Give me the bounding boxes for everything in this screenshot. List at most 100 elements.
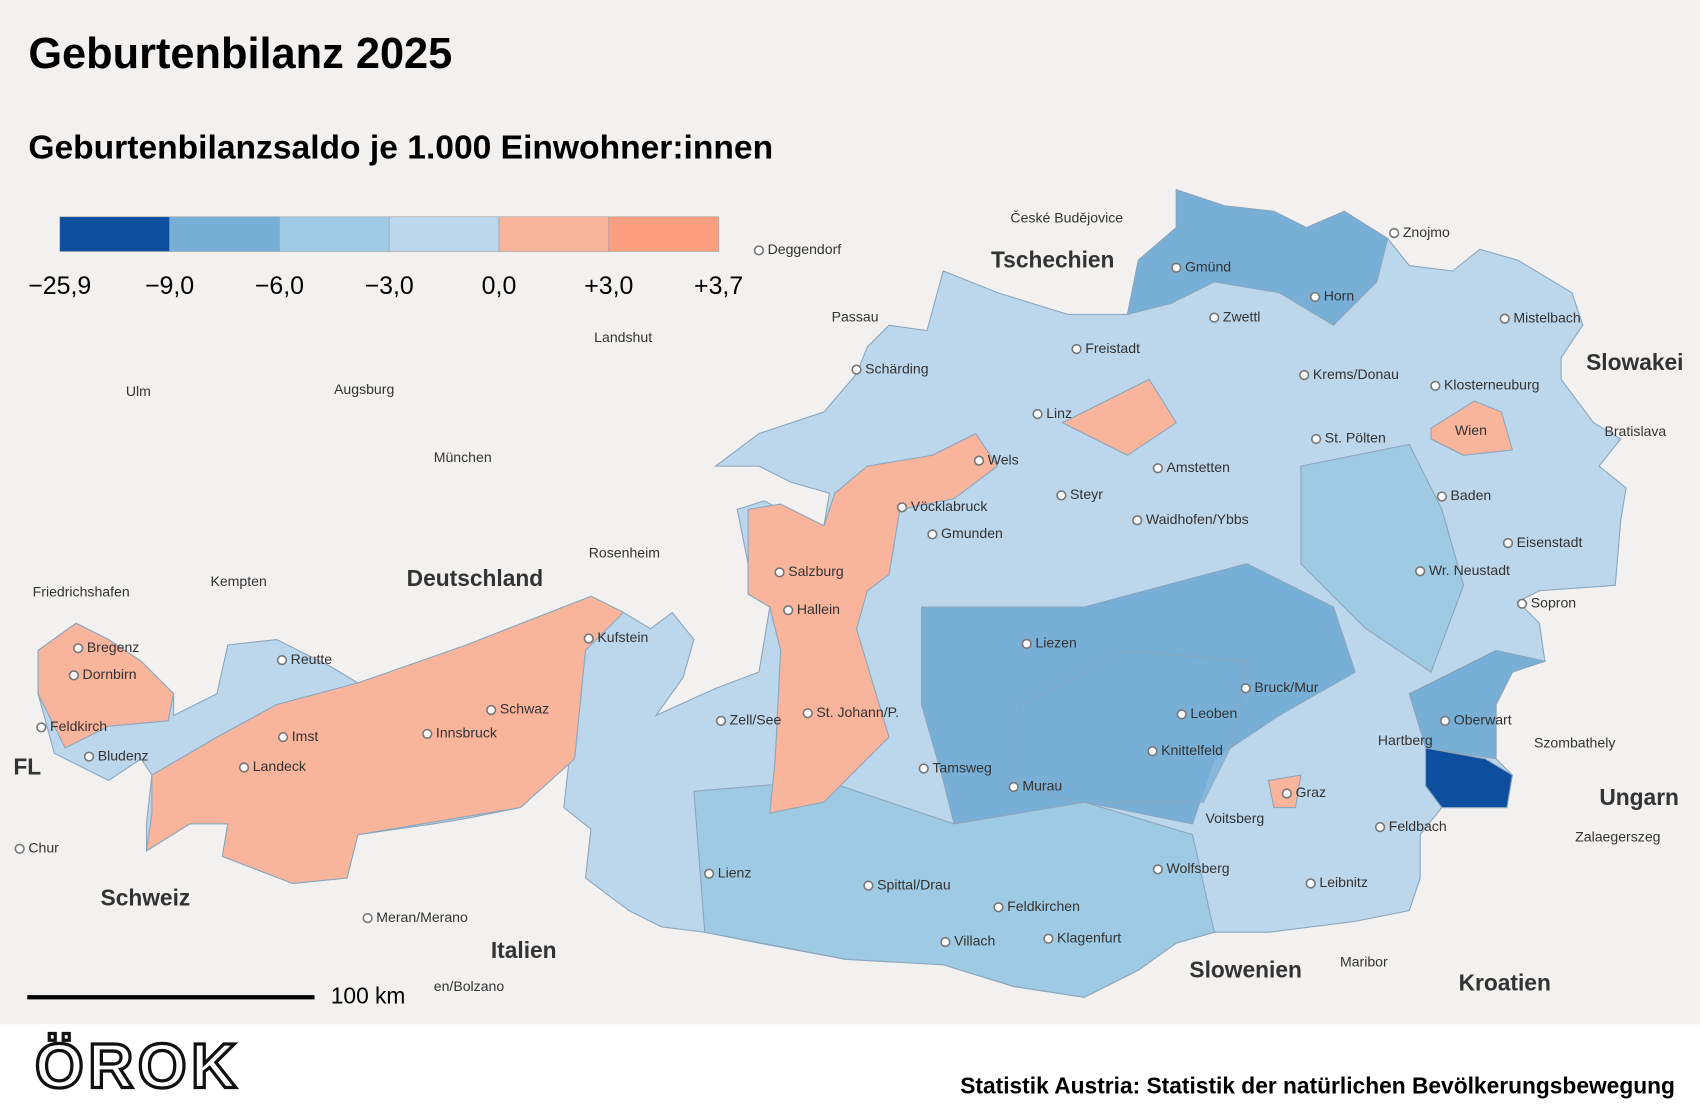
- place-label: Amstetten: [1167, 459, 1230, 475]
- place-dot: [753, 245, 765, 256]
- place-dot: [1499, 313, 1510, 324]
- place-label: Feldbach: [1389, 818, 1447, 834]
- place-dot: [1281, 788, 1292, 799]
- region: [1430, 400, 1514, 456]
- place-dot: [1008, 781, 1019, 793]
- country-label: Italien: [491, 937, 557, 963]
- place-label: Klagenfurt: [1057, 929, 1121, 945]
- footer-background: [0, 1024, 1700, 1110]
- country-label: Tschechien: [991, 246, 1114, 272]
- place-dot: [1032, 408, 1043, 420]
- place-dot: [1209, 312, 1220, 323]
- place-label: Klosterneuburg: [1444, 377, 1539, 393]
- subtitle: Geburtenbilanzsaldo je 1.000 Einwohner:i…: [28, 129, 773, 166]
- region: [145, 595, 625, 884]
- place-dot: [68, 670, 80, 681]
- region: [1061, 378, 1178, 456]
- place-label: Bratislava: [1604, 423, 1666, 439]
- place-dot: [1299, 369, 1310, 381]
- place-dot: [1056, 490, 1067, 501]
- place-label: Horn: [1324, 288, 1355, 304]
- place-label: Linz: [1046, 405, 1072, 421]
- place-dot: [940, 936, 951, 948]
- place-label: Murau: [1022, 778, 1062, 794]
- place-dot: [83, 751, 95, 762]
- legend-swatch: [498, 216, 610, 252]
- place-dot: [486, 704, 497, 716]
- place-dot: [1132, 515, 1143, 526]
- place-label: Voitsberg: [1206, 810, 1265, 826]
- place-dot: [927, 529, 938, 540]
- scale-label: 100 km: [331, 982, 406, 1008]
- title: Geburtenbilanz 2025: [28, 30, 452, 78]
- place-dot: [1152, 864, 1164, 875]
- place-dot: [1147, 746, 1158, 757]
- place-label: Passau: [832, 308, 879, 324]
- place-dot: [583, 633, 594, 644]
- place-dot: [1171, 262, 1182, 273]
- place-dot: [1415, 566, 1426, 577]
- place-dot: [1516, 598, 1528, 609]
- place-dot: [1240, 683, 1251, 694]
- place-label: Lienz: [718, 864, 752, 880]
- place-label: Dornbirn: [83, 666, 137, 682]
- place-dot: [238, 762, 250, 773]
- country-label: Schweiz: [101, 885, 191, 911]
- place-label: Kempten: [210, 573, 266, 589]
- place-dot: [1436, 491, 1448, 502]
- place-label: Oberwart: [1454, 712, 1512, 728]
- place-label: Zwettl: [1223, 308, 1261, 324]
- place-dot: [1374, 821, 1386, 833]
- region: [1425, 747, 1513, 809]
- country-label: Deutschland: [407, 565, 544, 591]
- place-dot: [973, 455, 985, 466]
- place-dot: [783, 605, 794, 616]
- place-label: Gmünd: [1185, 258, 1231, 274]
- legend-label: 0,0: [482, 272, 517, 300]
- place-label: Leibnitz: [1319, 874, 1368, 890]
- place-label: Wr. Neustadt: [1429, 562, 1510, 578]
- place-label: Knittelfeld: [1161, 742, 1223, 758]
- place-dot: [863, 880, 874, 891]
- place-label: Zell/See: [730, 712, 782, 728]
- place-dot: [14, 843, 25, 854]
- place-label: Waidhofen/Ybbs: [1146, 511, 1249, 527]
- place-label: Leoben: [1190, 705, 1237, 721]
- place-dot: [703, 868, 715, 879]
- source: Statistik Austria: Statistik der natürli…: [960, 1072, 1675, 1098]
- place-label: Imst: [292, 728, 319, 744]
- place-label: München: [434, 449, 492, 465]
- place-dot: [277, 731, 289, 743]
- place-label: Feldkirchen: [1007, 898, 1080, 914]
- place-label: Friedrichshafen: [33, 584, 130, 600]
- place-label: Chur: [28, 839, 59, 855]
- place-label: Baden: [1451, 487, 1492, 503]
- place-dot: [802, 708, 813, 719]
- place-dot: [36, 722, 47, 733]
- place-label: St. Pölten: [1325, 430, 1386, 446]
- place-dot: [1305, 878, 1316, 889]
- place-label: Maribor: [1340, 953, 1388, 969]
- place-label: Vöcklabruck: [911, 498, 989, 514]
- place-label: Bregenz: [87, 639, 139, 655]
- place-label: Mistelbach: [1513, 309, 1580, 325]
- region: [37, 622, 175, 749]
- place-label: Augsburg: [334, 381, 394, 397]
- place-label: St. Johann/P.: [816, 704, 899, 720]
- place-dot: [1309, 291, 1321, 303]
- place-label: Hartberg: [1378, 732, 1433, 748]
- country-label: Slowenien: [1189, 956, 1302, 982]
- place-label: Wolfsberg: [1167, 860, 1230, 876]
- place-dot: [896, 502, 908, 513]
- place-label: Steyr: [1070, 486, 1103, 502]
- place-dot: [774, 567, 785, 578]
- place-dot: [918, 763, 929, 774]
- legend-swatch: [169, 216, 280, 252]
- place-dot: [1071, 343, 1082, 355]
- place-label: Freistadt: [1085, 340, 1140, 356]
- place-dot: [715, 715, 727, 726]
- place-label: Sopron: [1531, 594, 1576, 610]
- country-label: FL: [13, 754, 41, 780]
- place-label: Zalaegerszeg: [1575, 829, 1660, 845]
- place-dot: [1310, 433, 1322, 445]
